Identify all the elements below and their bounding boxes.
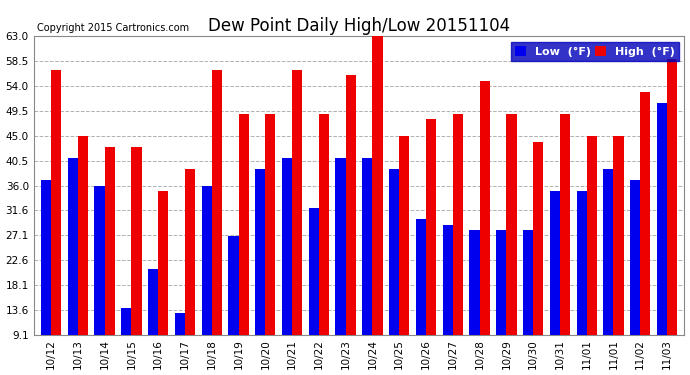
Bar (603, 169, 613, 335)
Bar (373, 36, 383, 335)
Bar (657, 103, 667, 335)
Bar (523, 230, 533, 335)
Bar (613, 136, 624, 335)
Bar (131, 147, 141, 335)
Bar (577, 191, 586, 335)
Bar (533, 141, 543, 335)
Bar (442, 225, 453, 335)
Bar (95, 186, 105, 335)
Bar (121, 308, 131, 335)
Bar (201, 186, 212, 335)
Bar (41, 180, 51, 335)
Legend: Low  (°F), High  (°F): Low (°F), High (°F) (511, 42, 679, 61)
Bar (667, 58, 677, 335)
Bar (389, 169, 400, 335)
Title: Dew Point Daily High/Low 20151104: Dew Point Daily High/Low 20151104 (208, 17, 510, 35)
Bar (453, 114, 463, 335)
Bar (496, 230, 506, 335)
Bar (640, 92, 651, 335)
Bar (282, 158, 292, 335)
Bar (335, 158, 346, 335)
Bar (426, 119, 436, 335)
Bar (292, 70, 302, 335)
Bar (148, 269, 158, 335)
Bar (362, 158, 373, 335)
Bar (308, 208, 319, 335)
Bar (506, 114, 517, 335)
Bar (51, 70, 61, 335)
Bar (586, 136, 597, 335)
Bar (239, 114, 248, 335)
Bar (78, 136, 88, 335)
Bar (416, 219, 426, 335)
Bar (480, 81, 490, 335)
Bar (630, 180, 640, 335)
Bar (319, 114, 329, 335)
Bar (68, 158, 78, 335)
Bar (212, 70, 222, 335)
Bar (550, 191, 560, 335)
Bar (255, 169, 266, 335)
Bar (105, 147, 115, 335)
Bar (175, 313, 185, 335)
Bar (228, 236, 239, 335)
Bar (158, 191, 168, 335)
Bar (400, 136, 409, 335)
Text: Copyright 2015 Cartronics.com: Copyright 2015 Cartronics.com (37, 23, 189, 33)
Bar (560, 114, 570, 335)
Bar (185, 169, 195, 335)
Bar (266, 114, 275, 335)
Bar (469, 230, 480, 335)
Bar (346, 75, 356, 335)
